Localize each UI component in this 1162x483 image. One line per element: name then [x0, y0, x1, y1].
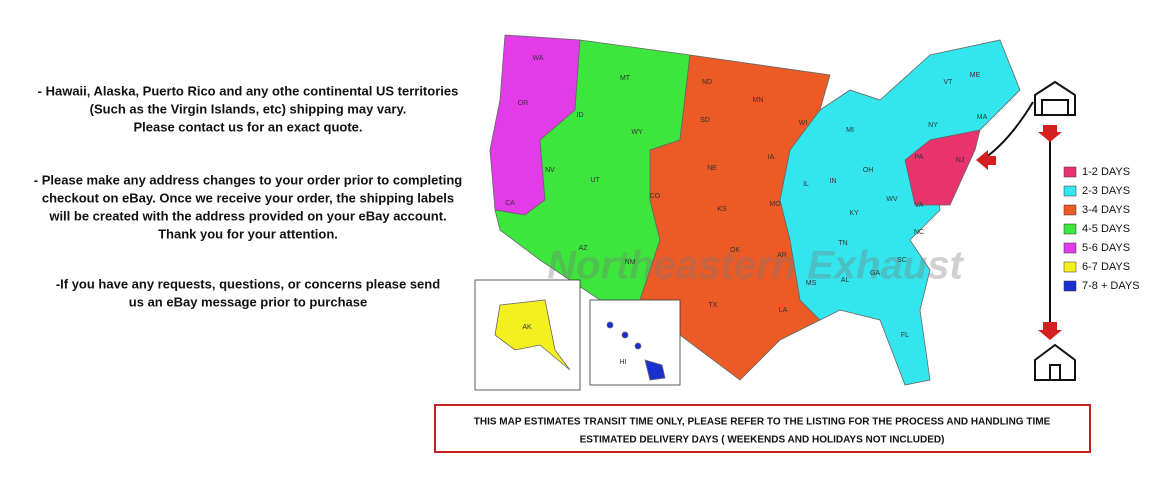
notice-line: THIS MAP ESTIMATES TRANSIT TIME ONLY, PL… [474, 417, 1051, 428]
legend-label: 1-2 DAYS [1082, 166, 1130, 178]
state-label: AK [522, 324, 532, 331]
state-label: ID [577, 112, 584, 119]
note-line: Please contact us for an exact quote. [133, 119, 362, 134]
state-label: OH [863, 167, 874, 174]
state-label: FL [901, 332, 909, 339]
state-label: AR [777, 252, 787, 259]
state-label: KY [849, 210, 859, 217]
state-label: UT [590, 177, 600, 184]
legend-label: 2-3 DAYS [1082, 185, 1130, 197]
state-label: MA [977, 114, 988, 121]
state-label: SD [700, 117, 710, 124]
legend-swatch [1063, 261, 1077, 273]
state-label: SC [897, 257, 907, 264]
state-label: MO [769, 201, 781, 208]
note-line: Thank you for your attention. [158, 226, 338, 241]
state-label: TN [838, 240, 847, 247]
legend-label: 4-5 DAYS [1082, 223, 1130, 235]
map-regions [474, 34, 1021, 391]
legend-swatch [1063, 242, 1077, 254]
legend-swatch [1063, 166, 1077, 178]
legend-label: 5-6 DAYS [1082, 242, 1130, 254]
state-label: NJ [956, 157, 965, 164]
state-label: MS [806, 280, 817, 287]
note-line: us an eBay message prior to purchase [129, 294, 367, 309]
alaska [494, 299, 571, 371]
state-label: PA [915, 154, 924, 161]
state-label: NV [545, 167, 555, 174]
notice-line: ESTIMATED DELIVERY DAYS ( WEEKENDS AND H… [580, 435, 945, 446]
state-label: MT [620, 75, 631, 82]
state-label: MI [846, 127, 854, 134]
legend-swatch [1063, 185, 1077, 197]
hawaii-islands [606, 321, 614, 329]
state-label: LA [779, 307, 788, 314]
state-label: IL [803, 181, 809, 188]
state-label: AL [841, 277, 850, 284]
legend-label: 3-4 DAYS [1082, 204, 1130, 216]
state-label: VA [915, 202, 924, 209]
legend-swatch [1063, 223, 1077, 235]
house-icon [1034, 343, 1076, 381]
logistics-icons [984, 80, 1076, 381]
state-label: IA [768, 154, 775, 161]
state-label: ND [702, 79, 712, 86]
state-label: AZ [579, 245, 589, 252]
zone-1-2 [904, 129, 981, 206]
state-label: KS [717, 206, 727, 213]
note-line: - Hawaii, Alaska, Puerto Rico and any ot… [38, 83, 459, 98]
state-label: NE [707, 165, 717, 172]
state-label: OK [730, 247, 740, 254]
state-label: CO [650, 193, 661, 200]
state-label: TX [709, 302, 718, 309]
hawaii [644, 359, 666, 381]
zone-2-3 [779, 39, 1021, 386]
legend-label: 6-7 DAYS [1082, 261, 1130, 273]
legend-label: 7-8 + DAYS [1082, 280, 1140, 292]
state-label: WV [886, 196, 898, 203]
state-label: WY [631, 129, 643, 136]
state-label: CA [505, 200, 515, 207]
state-label: NM [625, 259, 636, 266]
note-line: checkout on eBay. Once we receive your o… [42, 190, 454, 205]
state-label: NY [928, 122, 938, 129]
state-label: ME [970, 72, 981, 79]
notice-box [434, 404, 1091, 453]
watermark: Northeastern Exhaust [547, 244, 964, 288]
state-label: HI [620, 359, 627, 366]
note-line: -If you have any requests, questions, or… [56, 276, 440, 291]
state-label: MN [753, 97, 764, 104]
state-label: WI [799, 120, 808, 127]
arrow-head [1038, 125, 1062, 142]
state-label: NC [914, 229, 924, 236]
warehouse-icon [1034, 80, 1076, 116]
hawaii-inset [589, 299, 681, 386]
state-label: IN [830, 178, 837, 185]
state-label: GA [870, 270, 880, 277]
hawaii-islands [621, 331, 629, 339]
note-line: (Such as the Virgin Islands, etc) shippi… [90, 101, 407, 116]
legend-swatch [1063, 280, 1077, 292]
legend-swatch [1063, 204, 1077, 216]
curved-arrow [984, 101, 1034, 159]
arrow-head [976, 150, 996, 170]
state-label: WA [532, 55, 543, 62]
note-line: will be created with the address provide… [48, 208, 446, 223]
hawaii-islands [634, 342, 642, 350]
state-label: OR [518, 100, 529, 107]
state-label: VT [944, 79, 954, 86]
arrow-head [1038, 322, 1062, 340]
note-line: - Please make any address changes to you… [34, 172, 462, 187]
